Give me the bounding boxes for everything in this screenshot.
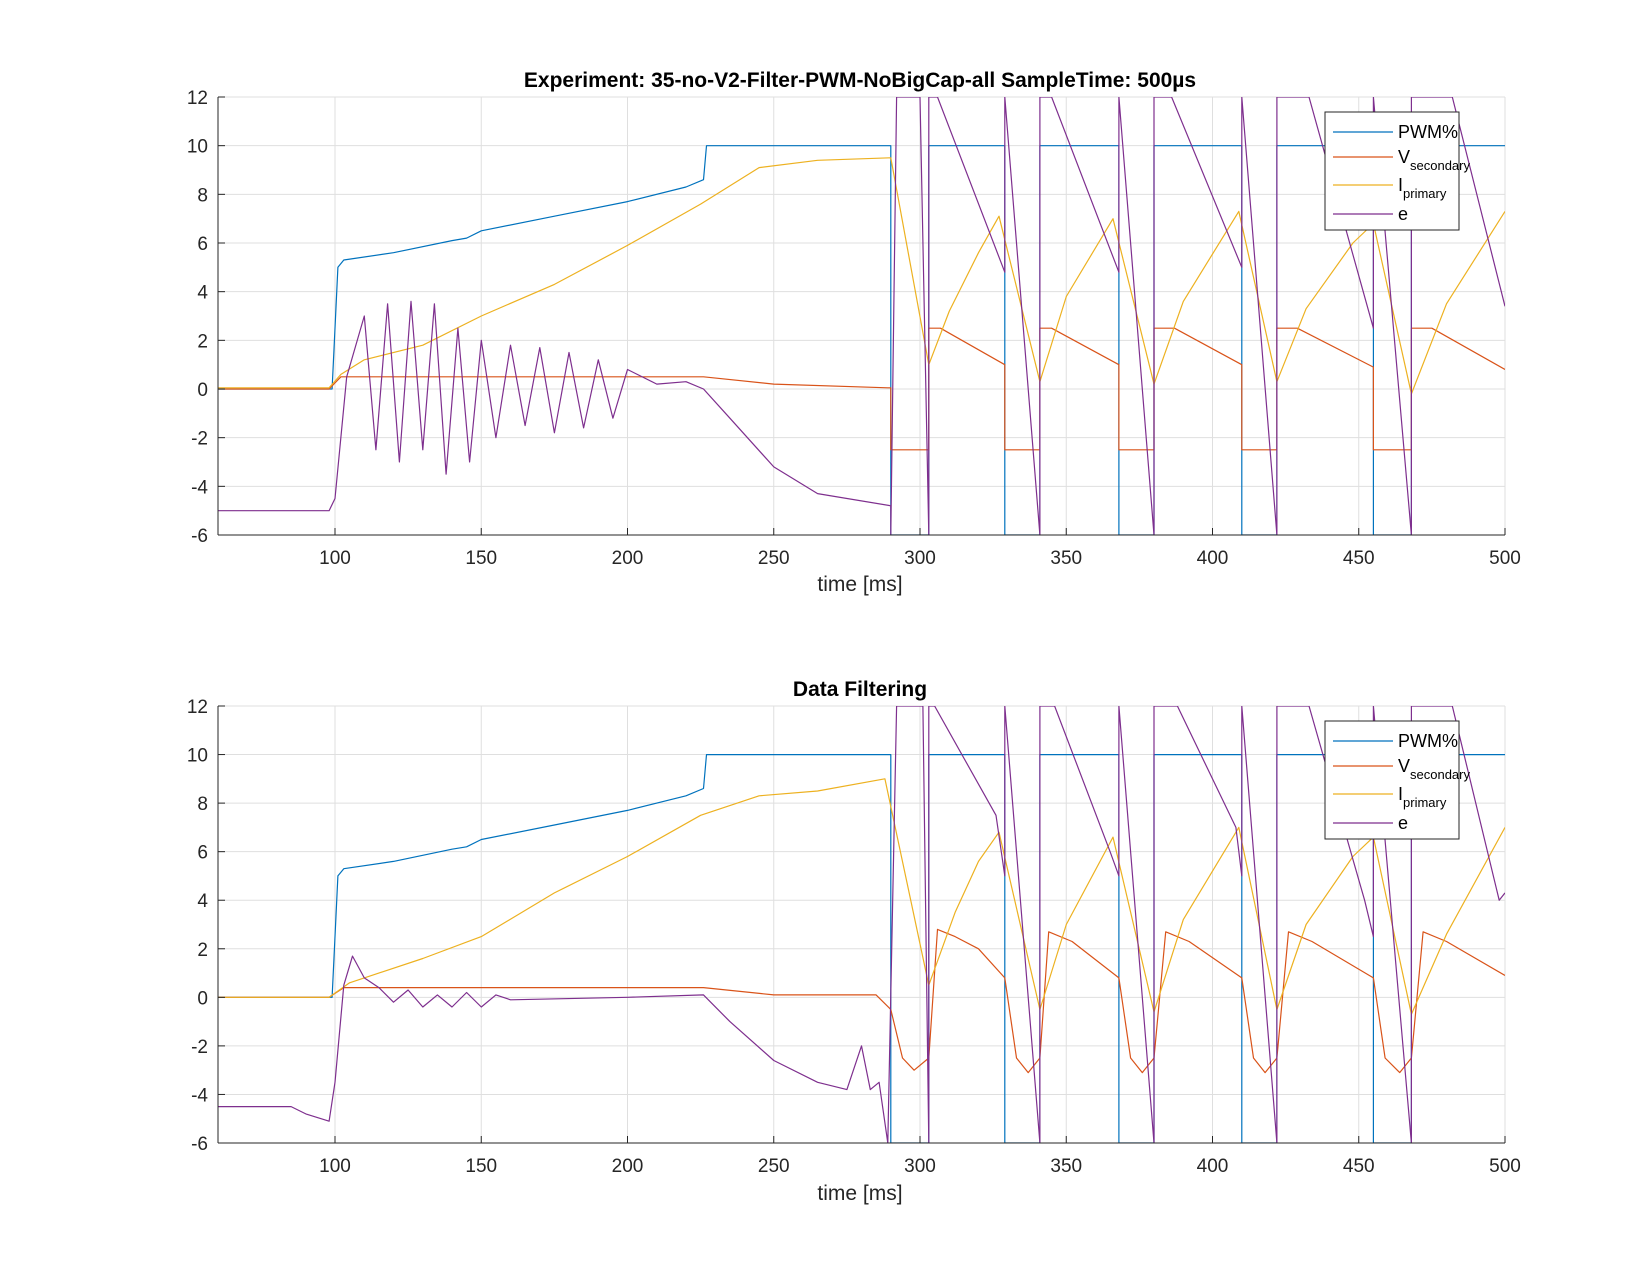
top-subplot: Experiment: 35-no-V2-Filter-PWM-NoBigCap…	[187, 69, 1521, 596]
top-y-tick-label: 8	[197, 185, 208, 206]
top-series-group	[218, 97, 1505, 535]
bottom-series-line-iprimary	[218, 778, 1505, 1015]
bottom-legend-label: e	[1398, 813, 1408, 833]
bottom-series-line-e	[218, 706, 1505, 1143]
bottom-x-tick-label: 450	[1343, 1156, 1375, 1177]
top-legend-label-subscript: primary	[1403, 186, 1447, 201]
bottom-series-group	[218, 706, 1505, 1143]
bottom-chart-title: Data Filtering	[793, 678, 927, 701]
top-x-tick-label: 200	[612, 548, 644, 569]
bottom-legend-label-subscript: primary	[1403, 795, 1447, 810]
top-legend-label: e	[1398, 204, 1408, 224]
top-y-tick-label: -2	[191, 429, 208, 450]
bottom-y-tick-label: -4	[191, 1085, 208, 1106]
top-x-axis-label: time [ms]	[817, 573, 902, 596]
top-y-tick-label: -6	[191, 526, 208, 547]
bottom-x-tick-label: 200	[612, 1156, 644, 1177]
bottom-y-tick-label: 0	[197, 988, 208, 1009]
top-x-tick-label: 400	[1197, 548, 1229, 569]
bottom-legend-label-subscript: secondary	[1410, 767, 1470, 782]
bottom-plot-area	[218, 706, 1505, 1143]
bottom-y-tick-label: 4	[197, 891, 208, 912]
top-x-tick-label: 500	[1489, 548, 1521, 569]
bottom-y-tick-label: 12	[187, 697, 208, 718]
top-x-tick-label: 350	[1050, 548, 1082, 569]
bottom-y-tick-label: 2	[197, 940, 208, 961]
top-series-line-e	[218, 97, 1505, 535]
bottom-x-tick-label: 150	[465, 1156, 497, 1177]
bottom-x-tick-label: 250	[758, 1156, 790, 1177]
bottom-y-tick-label: -6	[191, 1134, 208, 1155]
bottom-x-tick-label: 350	[1050, 1156, 1082, 1177]
top-x-tick-label: 100	[319, 548, 351, 569]
top-x-tick-label: 250	[758, 548, 790, 569]
top-y-tick-label: 0	[197, 380, 208, 401]
top-plot-area	[218, 97, 1505, 535]
bottom-x-tick-label: 100	[319, 1156, 351, 1177]
bottom-x-tick-label: 500	[1489, 1156, 1521, 1177]
bottom-series-line-vsecondary	[218, 928, 1505, 1074]
top-y-tick-label: 10	[187, 137, 208, 158]
bottom-y-tick-label: -2	[191, 1037, 208, 1058]
top-y-tick-label: 12	[187, 88, 208, 109]
bottom-x-axis-label: time [ms]	[817, 1182, 902, 1205]
top-y-tick-label: -4	[191, 477, 208, 498]
top-legend-label: PWM%	[1398, 122, 1458, 142]
top-series-line-iprimary	[218, 157, 1505, 395]
top-y-tick-label: 6	[197, 234, 208, 255]
bottom-legend-label: PWM%	[1398, 731, 1458, 751]
bottom-y-tick-label: 10	[187, 746, 208, 767]
top-series-line-vsecondary	[218, 327, 1505, 451]
top-x-tick-label: 300	[904, 548, 936, 569]
bottom-x-tick-label: 300	[904, 1156, 936, 1177]
bottom-y-tick-label: 6	[197, 843, 208, 864]
top-x-tick-label: 150	[465, 548, 497, 569]
bottom-subplot: Data Filtering time [ms] 100 150 200 250 300…	[187, 678, 1521, 1205]
top-legend-label-subscript: secondary	[1410, 158, 1470, 173]
bottom-y-tick-label: 8	[197, 794, 208, 815]
top-y-tick-label: 4	[197, 283, 208, 304]
top-x-tick-label: 450	[1343, 548, 1375, 569]
top-chart-title: Experiment: 35-no-V2-Filter-PWM-NoBigCap…	[524, 69, 1196, 92]
bottom-x-tick-label: 400	[1197, 1156, 1229, 1177]
top-y-tick-label: 2	[197, 331, 208, 352]
